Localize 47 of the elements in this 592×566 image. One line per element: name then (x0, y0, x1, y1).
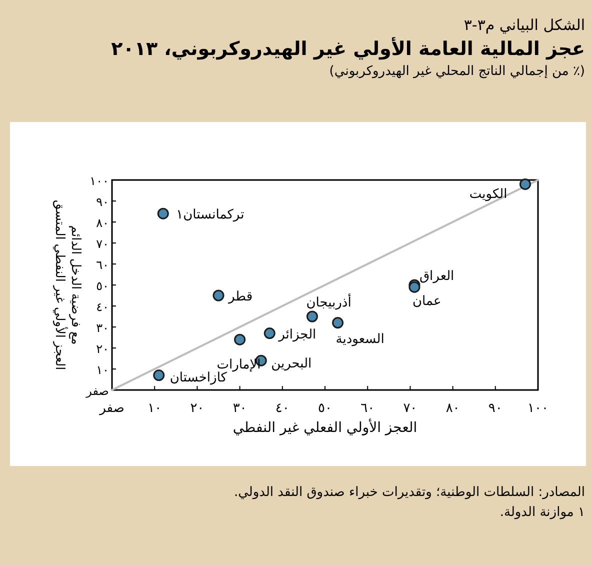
y-tick-label: ٣٠ (96, 321, 109, 335)
point (153, 370, 165, 382)
y-tick-label: ٦٠ (96, 258, 109, 272)
annotation: السعودية (336, 332, 384, 347)
x-tick-label: ٧٠ (403, 401, 418, 416)
y-axis-title: العجز الأولي غير النفطي المتسق مع فرضية الدخل الدائم (52, 200, 84, 370)
x-tick-label: ٢٠ (190, 401, 204, 416)
annotation: الجزائر (278, 327, 316, 342)
y-tick-label: صفر (85, 384, 109, 398)
point (332, 317, 344, 329)
annotation: أذربيجان (306, 294, 352, 310)
x-tick-label: ٤٠ (275, 401, 290, 416)
annotation: قطر (228, 290, 253, 304)
point (519, 178, 531, 190)
annotation: كازاخستان (170, 370, 228, 386)
y-tick-label: ١٠٠ (90, 174, 109, 188)
y-tick-label: ١٠ (96, 363, 109, 377)
y-tick-label: ٢٠ (96, 342, 109, 356)
annotation: الإمارات (216, 358, 261, 373)
annotation: العراق (419, 269, 454, 284)
annotation: تركمانستان١ (176, 208, 245, 223)
point (306, 310, 318, 322)
annotation: البحرين (271, 356, 312, 372)
y-tick-label: ٧٠ (96, 237, 109, 251)
point (212, 290, 224, 302)
x-tick-label: ٩٠ (488, 401, 502, 416)
chart-subtitle: (٪ من إجمالي الناتج المحلي غير الهيدروكربوني) (329, 64, 585, 79)
y-tick-label: ٤٠ (96, 300, 109, 314)
chart-title: عجز المالية العامة الأولي غير الهيدروكربوني، ٢٠١٣ (111, 37, 585, 60)
x-tick-label: ٦٠ (360, 401, 375, 416)
x-tick-label: ٥٠ (318, 401, 332, 416)
y-tick-label: ٥٠ (96, 279, 109, 293)
x-tick-label: ٣٠ (232, 401, 247, 416)
text: المصادر: السلطات الوطنية؛ وتقديرات خبراء صندوق النقد الدولي. (234, 485, 585, 500)
y-tick-label: ٨٠ (96, 216, 109, 230)
x-tick-label: ٨٠ (446, 401, 460, 416)
point (157, 208, 169, 220)
point (234, 334, 246, 346)
annotation: عمان (412, 294, 442, 310)
text: الشكل البياني م٣-٣ (464, 16, 585, 34)
x-tick-label: ١٠ (148, 401, 162, 416)
x-axis-title: العجز الأولي الفعلي غير النفطي (232, 418, 418, 436)
x-tick-label: ١٠٠ (528, 401, 548, 416)
point (264, 328, 276, 340)
text: ١ موازنة الدولة. (500, 505, 585, 520)
annotation: الكويت (469, 187, 508, 202)
y-tick-label: ٩٠ (96, 195, 109, 209)
